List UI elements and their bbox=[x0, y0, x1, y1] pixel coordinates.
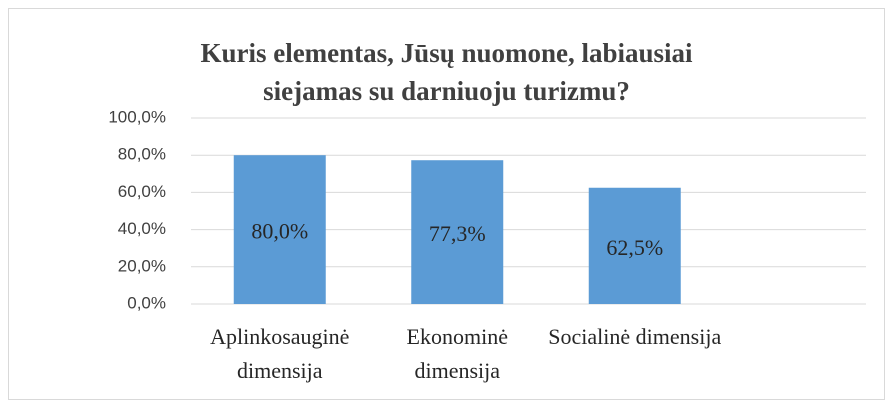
value-label: 62,5% bbox=[606, 235, 663, 260]
value-label: 77,3% bbox=[429, 221, 486, 246]
y-tick-label: 100,0% bbox=[108, 107, 166, 126]
y-tick-label: 60,0% bbox=[118, 182, 166, 201]
y-tick-label: 80,0% bbox=[118, 145, 166, 164]
bar bbox=[233, 155, 326, 304]
y-tick-label: 20,0% bbox=[118, 256, 166, 275]
x-tick-label: Socialinė dimensija bbox=[548, 324, 722, 349]
y-tick-label: 0,0% bbox=[127, 293, 166, 312]
bar bbox=[588, 187, 681, 304]
chart-title: Kuris elementas, Jūsų nuomone, labiausia… bbox=[200, 38, 693, 106]
x-tick-label: Aplinkosauginė dimensija bbox=[210, 324, 350, 383]
x-tick-label: Ekonominė dimensija bbox=[406, 324, 508, 383]
value-label: 80,0% bbox=[251, 219, 308, 244]
bar bbox=[411, 160, 504, 304]
y-tick-label: 40,0% bbox=[118, 219, 166, 238]
